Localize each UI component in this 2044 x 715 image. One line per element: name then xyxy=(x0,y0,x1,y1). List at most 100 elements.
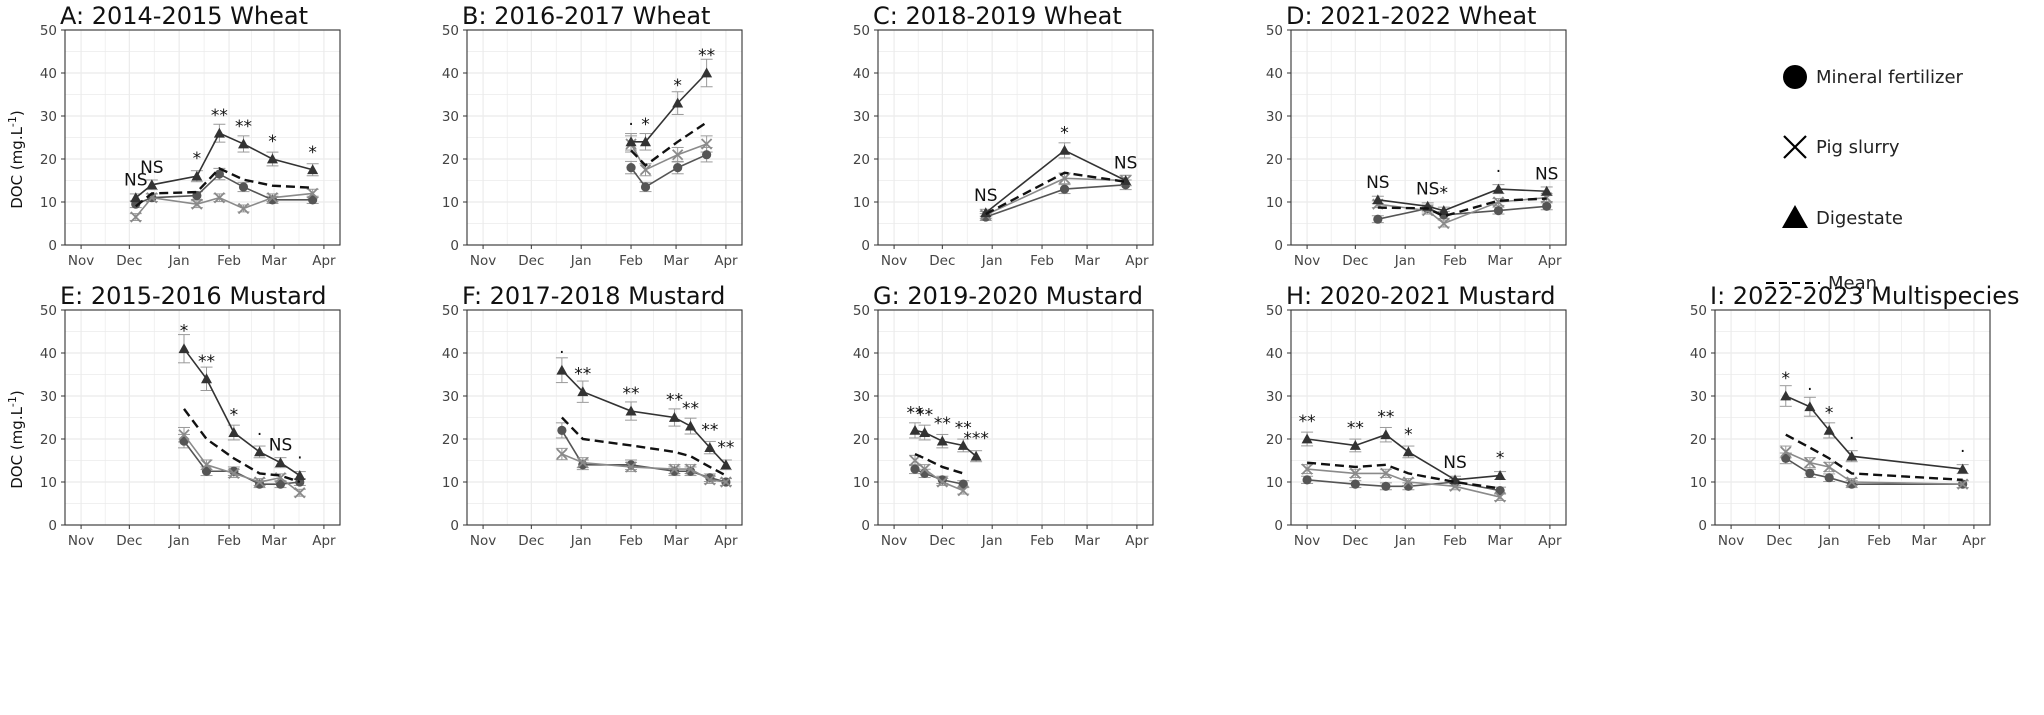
x-tick-label: Feb xyxy=(619,253,643,269)
data-point xyxy=(253,476,266,488)
x-tick-label: Feb xyxy=(1443,253,1467,269)
data-point xyxy=(178,429,190,441)
significance-label: · xyxy=(297,449,302,469)
significance-label: · xyxy=(1849,429,1854,449)
y-tick-label: 30 xyxy=(40,109,57,125)
y-tick-label: 0 xyxy=(861,238,870,254)
legend-label: Pig slurry xyxy=(1816,137,1900,158)
y-tick-label: 50 xyxy=(40,303,57,319)
panel-2: B: 2016-2017 Wheat 0 10 20 30 40 50 Nov Dec Jan Fe… xyxy=(442,2,743,269)
data-point xyxy=(556,448,568,460)
significance-label: ** xyxy=(235,117,252,137)
significance-label: ** xyxy=(701,421,718,441)
data-point xyxy=(146,179,158,190)
significance-label: ** xyxy=(906,403,923,423)
data-point xyxy=(672,97,684,108)
y-axis-label: DOC (mg.L-1) xyxy=(6,110,26,209)
data-point xyxy=(1438,217,1450,230)
series-line xyxy=(631,72,708,143)
y-tick-label: 30 xyxy=(442,109,459,125)
y-tick-label: 20 xyxy=(1266,152,1283,168)
x-tick-label: Apr xyxy=(1125,253,1149,269)
data-point xyxy=(201,466,212,476)
data-point xyxy=(577,386,589,397)
data-point xyxy=(1492,196,1505,208)
error-bars xyxy=(625,58,713,193)
y-tick-label: 20 xyxy=(442,152,459,168)
significance-label: NS xyxy=(1443,453,1467,473)
panel-title: G: 2019-2020 Mustard xyxy=(873,282,1143,310)
plot-frame xyxy=(1290,29,1567,246)
significance-label: NS xyxy=(1416,179,1440,199)
x-tick-label: Feb xyxy=(1030,253,1054,269)
x-tick-label: Dec xyxy=(929,533,955,549)
panel-1: A: 2014-2015 Wheat 0 10 20 30 40 50 Nov Dec Jan Fe… xyxy=(40,2,341,269)
data-point xyxy=(626,163,636,173)
data-point xyxy=(1805,468,1815,478)
data-point xyxy=(1380,429,1392,440)
x-tick-label: Feb xyxy=(1443,533,1467,549)
significance-label: * xyxy=(1782,369,1791,389)
data-point xyxy=(625,136,637,147)
significance-label: NS xyxy=(1535,164,1559,184)
gridlines xyxy=(65,29,340,246)
x-tick-label: Feb xyxy=(619,533,643,549)
significance-label: ** xyxy=(623,384,640,404)
x-tick-label: Apr xyxy=(1962,533,1986,549)
series-mineral-fertilizer xyxy=(981,180,1131,222)
y-tick-label: 50 xyxy=(1690,303,1707,319)
y-tick-label: 10 xyxy=(442,475,459,491)
y-tick-label: 50 xyxy=(442,23,459,39)
y-tick-label: 50 xyxy=(1266,23,1283,39)
significance-labels: ** *****NS * xyxy=(1299,408,1505,473)
gridlines xyxy=(1715,309,1990,526)
significance-labels: · **** xyxy=(628,46,715,135)
data-point xyxy=(191,170,203,181)
legend-item: Mineral fertilizer xyxy=(1783,65,1964,89)
legend-item: Pig slurry xyxy=(1783,135,1900,159)
series-line xyxy=(630,153,707,189)
x-tick-label: Dec xyxy=(1342,533,1368,549)
y-tick-label: 30 xyxy=(442,389,459,405)
y-tick-label: 40 xyxy=(442,346,459,362)
data-point xyxy=(274,457,286,468)
x-tick-label: Mar xyxy=(663,253,689,269)
panel-6: F: 2017-2018 Mustard 0 10 20 30 40 50 Nov Dec Jan… xyxy=(442,282,743,549)
plot-frame xyxy=(64,309,341,526)
y-tick-label: 40 xyxy=(853,66,870,82)
gridlines xyxy=(467,309,742,526)
x-tick-label: Dec xyxy=(1766,533,1792,549)
panel-title: B: 2016-2017 Wheat xyxy=(462,2,710,30)
panel-title: F: 2017-2018 Mustard xyxy=(462,282,725,310)
series-mineral-fertilizer xyxy=(910,464,968,489)
plot-frame xyxy=(877,29,1154,246)
significance-label: · xyxy=(1496,162,1501,182)
x-tick-label: Apr xyxy=(1538,533,1562,549)
data-point xyxy=(1438,205,1450,215)
data-point xyxy=(704,474,716,486)
y-tick-label: 10 xyxy=(1266,195,1283,211)
significance-labels: ****·NS· xyxy=(180,322,303,469)
data-point xyxy=(1494,470,1506,480)
significance-label: · xyxy=(559,343,564,363)
x-tick-label: Apr xyxy=(1538,253,1562,269)
data-point xyxy=(557,425,567,435)
data-point xyxy=(266,192,279,204)
y-tick-label: 20 xyxy=(40,152,57,168)
data-point xyxy=(936,435,948,446)
x-tick-label: Jan xyxy=(981,533,1003,549)
data-point xyxy=(910,464,920,474)
data-point xyxy=(294,470,306,480)
data-point xyxy=(1804,457,1816,469)
data-point xyxy=(307,187,319,200)
legend-label: Mean xyxy=(1828,273,1877,294)
data-point xyxy=(1372,194,1384,205)
plot-frame xyxy=(466,309,743,526)
series-mean xyxy=(1306,461,1501,490)
data-point xyxy=(685,420,697,431)
series-line xyxy=(1307,468,1501,498)
data-point xyxy=(1957,463,1969,474)
data-point xyxy=(1823,424,1835,435)
data-point xyxy=(673,163,683,173)
